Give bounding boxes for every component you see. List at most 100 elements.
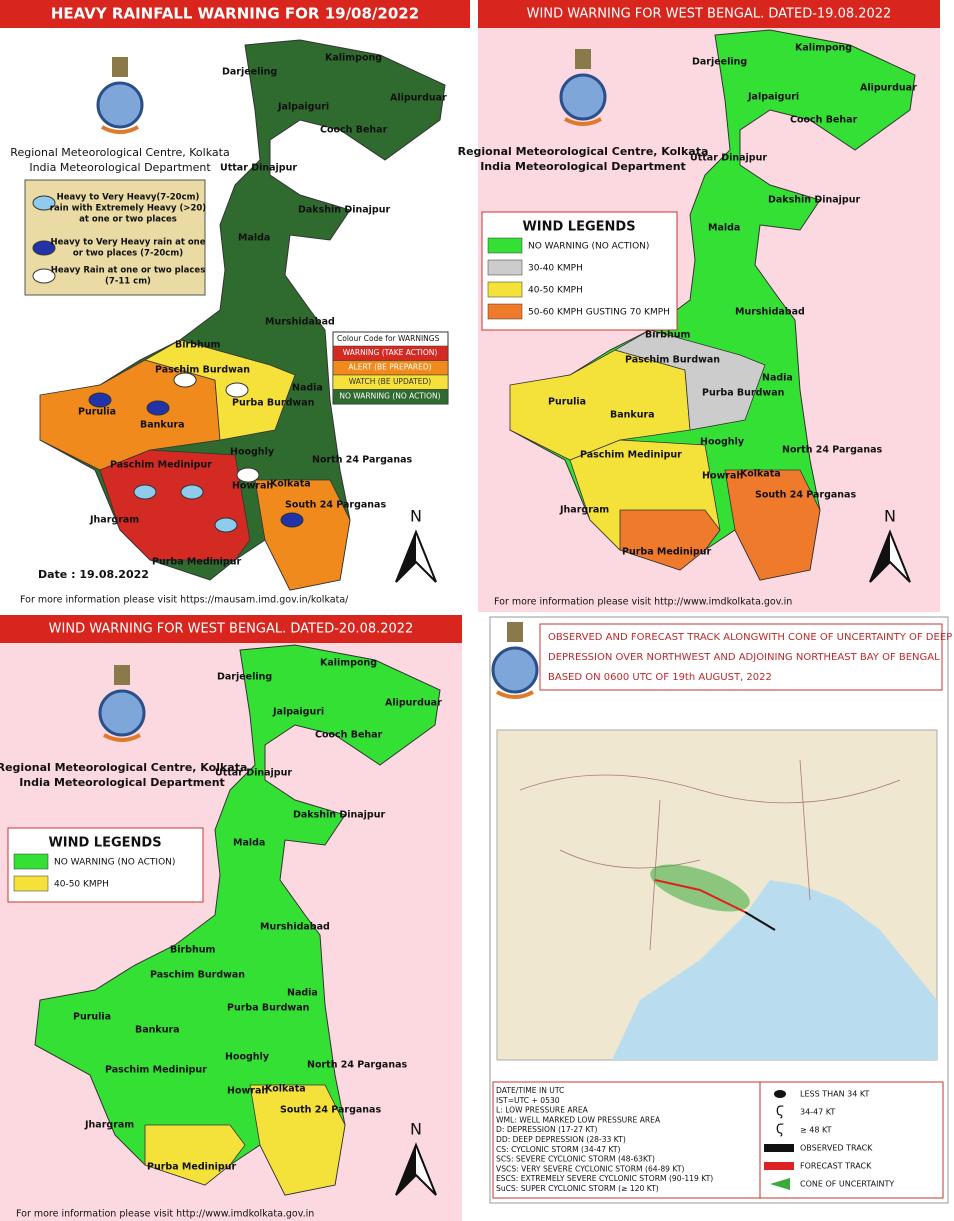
rain-cloud-icon xyxy=(214,517,238,533)
district-label: Purba Medinipur xyxy=(622,547,711,558)
symbol-dot xyxy=(774,1090,786,1098)
rainfall-panel: HEAVY RAINFALL WARNING FOR 19/08/2022 Reg… xyxy=(0,0,470,608)
emblem-globe xyxy=(491,646,539,694)
track-title: OBSERVED AND FORECAST TRACK ALONGWITH CO… xyxy=(548,632,952,643)
rain-legend-text: at one or two places xyxy=(79,215,177,225)
cone-of-uncertainty xyxy=(650,864,750,912)
district-label: Paschim Burdwan xyxy=(150,970,245,981)
district-label: Uttar Dinajpur xyxy=(690,153,767,164)
district-label: North 24 Parganas xyxy=(782,445,882,456)
legend-label: NO WARNING (NO ACTION) xyxy=(528,242,649,252)
track-panel: OBSERVED AND FORECAST TRACK ALONGWITH CO… xyxy=(489,616,952,1204)
colour-code-title: Colour Code for WARNINGS xyxy=(337,334,440,343)
emblem-lion xyxy=(114,665,130,685)
legend-label: 40-50 KMPH xyxy=(528,286,583,296)
district-label: Jalpaiguri xyxy=(277,102,329,113)
title-box xyxy=(539,623,943,691)
legend-swatch xyxy=(487,303,523,320)
north-label: N xyxy=(410,1120,422,1139)
district-label: Jhargram xyxy=(559,505,609,516)
district-label: Malda xyxy=(238,233,270,244)
district-label: North 24 Parganas xyxy=(312,455,412,466)
legend-title: WIND LEGENDS xyxy=(522,220,635,235)
colour-code-label: WATCH (BE UPDATED) xyxy=(349,377,431,386)
north-arrow-half xyxy=(870,532,890,582)
district-label: Jhargram xyxy=(84,1120,134,1131)
district-label: Jalpaiguri xyxy=(747,92,799,103)
legend-label: 40-50 KMPH xyxy=(54,880,109,890)
state-map: Darjeeling Kalimpong Jalpaiguri Alipurduar C… xyxy=(39,39,447,591)
district-label: Paschim Medinipur xyxy=(580,450,682,461)
district-label: South 24 Parganas xyxy=(755,490,856,501)
emblem-globe xyxy=(98,689,146,737)
rain-cloud-icon xyxy=(133,484,157,500)
district-label: Darjeeling xyxy=(217,672,272,683)
warning-region xyxy=(143,339,296,441)
north-arrow-half xyxy=(396,532,416,582)
district-label: Bankura xyxy=(610,410,655,421)
district-label: Dakshin Dinajpur xyxy=(298,205,390,216)
legend-label: 50-60 KMPH GUSTING 70 KMPH xyxy=(528,308,670,318)
district-label: Howrah xyxy=(232,481,273,492)
abbreviation: VSCS: VERY SEVERE CYCLONIC STORM (64-89 … xyxy=(496,1164,684,1173)
abbreviation: D: DEPRESSION (17-27 KT) xyxy=(496,1125,598,1134)
district-label: Nadia xyxy=(287,988,318,999)
office-name: Regional Meteorological Centre, Kolkata xyxy=(10,146,229,159)
title-bar xyxy=(478,0,940,28)
office-name: India Meteorological Department xyxy=(19,776,225,789)
north-arrow-half xyxy=(396,1145,416,1195)
legend-title: WIND LEGENDS xyxy=(48,836,161,851)
rain-legend-text: or two places (7-20cm) xyxy=(73,249,183,259)
abbreviation: L: LOW PRESSURE AREA xyxy=(496,1106,589,1115)
warning-region xyxy=(613,329,766,431)
district-label: Kolkata xyxy=(265,1084,306,1095)
district-label: Birbhum xyxy=(175,340,221,351)
map-sea xyxy=(612,880,937,1060)
symbol-label: FORECAST TRACK xyxy=(800,1162,872,1171)
rain-cloud-icon xyxy=(32,195,56,211)
emblem-globe xyxy=(96,81,144,129)
warning-region xyxy=(144,1124,246,1186)
legend-swatch xyxy=(13,853,49,870)
abbreviation: IST=UTC + 0530 xyxy=(496,1096,560,1105)
district-label: Howrah xyxy=(702,471,743,482)
colour-code-label: WARNING (TAKE ACTION) xyxy=(343,348,438,357)
district-label: Cooch Behar xyxy=(315,730,383,741)
district-label: Kolkata xyxy=(270,479,311,490)
rain-legend-text: Heavy to Very Heavy(7-20cm) xyxy=(57,193,200,203)
symbol-label: CONE OF UNCERTAINTY xyxy=(800,1180,894,1189)
district-label: Alipurduar xyxy=(385,698,442,709)
emblem-globe xyxy=(559,73,607,121)
warning-region xyxy=(254,479,351,591)
rain-cloud-icon xyxy=(88,392,112,408)
symbol-cyclone-strong: Ϛ xyxy=(776,1123,784,1138)
emblem-lion xyxy=(575,49,591,69)
district-label: Murshidabad xyxy=(265,317,335,328)
emblem-ribbon xyxy=(101,125,139,134)
rain-cloud-icon xyxy=(280,512,304,528)
office-name: India Meteorological Department xyxy=(29,161,211,174)
symbol-cyclone: Ϛ xyxy=(776,1105,784,1120)
legend-swatch xyxy=(487,237,523,254)
panel-title: HEAVY RAINFALL WARNING FOR 19/08/2022 xyxy=(51,5,419,23)
colour-code-label: ALERT (BE PREPARED) xyxy=(348,363,431,372)
legend-box xyxy=(492,1081,944,1199)
rain-legend-text: (7-11 cm) xyxy=(105,277,151,287)
symbol-label: LESS THAN 34 KT xyxy=(800,1090,869,1099)
district-label: Darjeeling xyxy=(222,67,277,78)
wind-panel: WIND WARNING FOR WEST BENGAL. DATED-19.0… xyxy=(458,0,940,612)
panel-title: WIND WARNING FOR WEST BENGAL. DATED-20.0… xyxy=(49,622,414,637)
observed-track xyxy=(744,911,776,931)
rain-legend-text: Heavy Rain at one or two places xyxy=(51,266,206,276)
district-label: Nadia xyxy=(292,383,323,394)
emblem-ribbon xyxy=(564,117,602,126)
legend-swatch xyxy=(487,281,523,298)
warning-region xyxy=(249,1084,346,1196)
district-label: Alipurduar xyxy=(860,83,917,94)
rain-cloud-icon xyxy=(225,382,249,398)
district-label: Kolkata xyxy=(740,469,781,480)
rain-cloud-icon xyxy=(173,372,197,388)
symbol-label: ≥ 48 KT xyxy=(800,1126,832,1135)
district-label: Purba Burdwan xyxy=(232,398,315,409)
